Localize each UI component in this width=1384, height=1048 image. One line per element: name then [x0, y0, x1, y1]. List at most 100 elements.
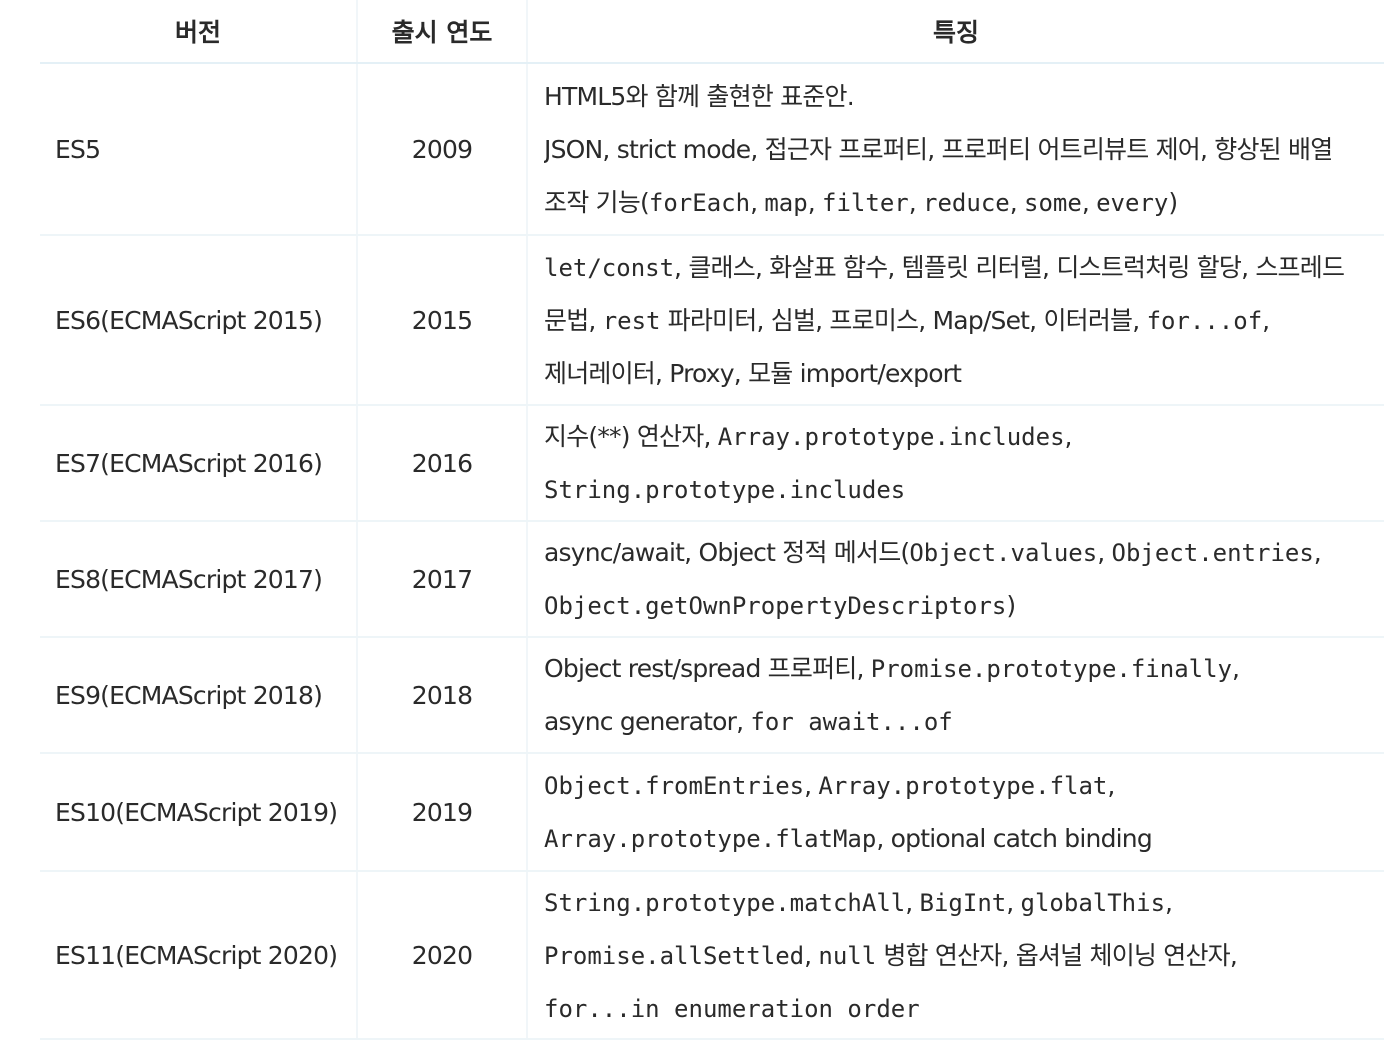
features-line: Array.prototype.flatMap, optional catch … — [544, 812, 1376, 865]
features-line: Object.getOwnPropertyDescriptors) — [544, 579, 1376, 632]
code-text: for await...of — [750, 708, 953, 736]
feature-text: 파라미터, 심벌, 프로미스, Map/Set, 이터러블, — [660, 305, 1147, 335]
code-text: String.prototype.matchAll — [544, 888, 906, 917]
features-cell: 지수(**) 연산자, Array.prototype.includes, Str… — [526, 405, 1384, 522]
feature-text: ) — [1006, 591, 1016, 620]
feature-text: 조작 기능( — [544, 187, 650, 217]
table-row: ES7(ECMAScript 2016) 2016 지수(**) 연산자, Arra… — [40, 405, 1384, 522]
feature-text: , — [1064, 422, 1073, 451]
release-year-cell: 2009 — [356, 63, 527, 236]
code-text: rest — [602, 306, 661, 335]
feature-text: 병합 연산자, 옵셔널 체이닝 연산자, — [876, 940, 1238, 970]
header-features: 특징 — [526, 0, 1384, 64]
table-header: 버전 출시 연도 특징 — [40, 0, 1384, 64]
features-line: for...in enumeration order — [544, 982, 1376, 1035]
release-year-cell: 2020 — [356, 871, 527, 1040]
release-year-cell: 2017 — [356, 521, 527, 638]
features-cell: HTML5와 함께 출현한 표준안. JSON, strict mode, 접근자… — [526, 63, 1384, 236]
features-line: String.prototype.matchAll, BigInt, globa… — [544, 876, 1376, 929]
features-line: 조작 기능(forEach, map, filter, reduce, some… — [544, 176, 1376, 229]
version-cell: ES9(ECMAScript 2018) — [40, 637, 357, 754]
release-year-cell: 2015 — [356, 235, 527, 406]
feature-text: HTML5와 함께 출현한 표준안. — [544, 81, 855, 111]
version-cell: ES6(ECMAScript 2015) — [40, 235, 357, 406]
code-text: filter — [822, 188, 909, 217]
feature-text: , — [1006, 887, 1021, 917]
feature-text: 문법, — [544, 305, 603, 335]
table-row: ES10(ECMAScript 2019) 2019 Object.fromEntr… — [40, 753, 1384, 872]
features-line: String.prototype.includes — [544, 463, 1376, 516]
header-year: 출시 연도 — [356, 0, 527, 64]
feature-text: Object rest/spread 프로퍼티, — [544, 654, 871, 683]
feature-text: , — [1009, 187, 1025, 217]
code-text: map — [764, 188, 808, 217]
code-text: Array.prototype.includes — [717, 423, 1065, 451]
code-text: Promise.prototype.finally — [870, 655, 1232, 683]
table-row: ES9(ECMAScript 2018) 2018 Object rest/spre… — [40, 637, 1384, 754]
header-version: 버전 — [40, 0, 357, 64]
version-cell: ES8(ECMAScript 2017) — [40, 521, 357, 638]
features-line: 제너레이터, Proxy, 모듈 import/export — [544, 347, 1376, 400]
feature-text: JSON, strict mode, 접근자 프로퍼티, 프로퍼티 어트리뷰트 … — [544, 134, 1333, 164]
release-year-cell: 2016 — [356, 405, 527, 522]
version-cell: ES11(ECMAScript 2020) — [40, 871, 357, 1040]
code-text: Array.prototype.flatMap — [544, 825, 877, 853]
es-versions-table: 버전 출시 연도 특징 ES5 2009 HTML5와 함께 출현한 표준안. JSO… — [40, 0, 1384, 1040]
feature-text: , — [908, 187, 924, 217]
features-line: async/await, Object 정적 메서드(Object.values… — [544, 526, 1376, 579]
features-line: Promise.allSettled, null 병합 연산자, 옵셔널 체이닝… — [544, 929, 1376, 982]
table-row: ES11(ECMAScript 2020) 2020 String.prototyp… — [40, 871, 1384, 1040]
features-line: JSON, strict mode, 접근자 프로퍼티, 프로퍼티 어트리뷰트 … — [544, 123, 1376, 176]
features-cell: let/const, 클래스, 화살표 함수, 템플릿 리터럴, 디스트럭처링 … — [526, 235, 1384, 406]
feature-text: , — [905, 887, 920, 917]
feature-text: , — [1081, 187, 1097, 217]
feature-text: 제너레이터, Proxy, 모듈 import/export — [544, 358, 962, 388]
code-text: globalThis — [1020, 888, 1166, 917]
code-text: Object.values — [909, 539, 1098, 567]
features-line: let/const, 클래스, 화살표 함수, 템플릿 리터럴, 디스트럭처링 … — [544, 241, 1376, 294]
version-cell: ES10(ECMAScript 2019) — [40, 753, 357, 872]
feature-text: , — [1097, 538, 1112, 567]
feature-text: , — [750, 187, 765, 217]
release-year-cell: 2019 — [356, 753, 527, 872]
table-row: ES6(ECMAScript 2015) 2015 let/const, 클래스, … — [40, 235, 1384, 406]
features-line: Object.fromEntries, Array.prototype.flat… — [544, 759, 1376, 812]
feature-text: , — [807, 187, 823, 217]
feature-text: , — [1165, 887, 1173, 917]
code-text: Promise.allSettled — [544, 941, 805, 970]
version-cell: ES7(ECMAScript 2016) — [40, 405, 357, 522]
features-line: 지수(**) 연산자, Array.prototype.includes, — [544, 410, 1376, 463]
features-line: Object rest/spread 프로퍼티, Promise.prototy… — [544, 642, 1376, 695]
code-text: forEach — [648, 188, 751, 217]
code-text: Object.getOwnPropertyDescriptors — [544, 592, 1007, 620]
features-cell: Object.fromEntries, Array.prototype.flat… — [526, 753, 1384, 872]
feature-text: , optional catch binding — [876, 824, 1152, 853]
feature-text: , — [1313, 538, 1322, 567]
code-text: BigInt — [919, 888, 1007, 917]
feature-text: 지수(**) 연산자, — [544, 422, 718, 451]
code-text: for...of — [1146, 306, 1263, 335]
table-row: ES5 2009 HTML5와 함께 출현한 표준안. JSON, strict mo… — [40, 63, 1384, 236]
features-line: 문법, rest 파라미터, 심벌, 프로미스, Map/Set, 이터러블, … — [544, 294, 1376, 347]
features-line: HTML5와 함께 출현한 표준안. — [544, 70, 1376, 123]
code-text: Object.entries — [1111, 539, 1314, 567]
table-row: ES8(ECMAScript 2017) 2017 async/await, Obj… — [40, 521, 1384, 638]
table-body: ES5 2009 HTML5와 함께 출현한 표준안. JSON, strict mo… — [40, 63, 1384, 1040]
feature-text: , — [1107, 771, 1115, 800]
feature-text: , — [804, 940, 819, 970]
release-year-cell: 2018 — [356, 637, 527, 754]
feature-text: , — [1262, 305, 1270, 335]
features-cell: String.prototype.matchAll, BigInt, globa… — [526, 871, 1384, 1040]
code-text: for...in enumeration order — [544, 994, 920, 1023]
header-row: 버전 출시 연도 특징 — [40, 0, 1384, 64]
code-text: some — [1024, 188, 1082, 217]
features-cell: async/await, Object 정적 메서드(Object.values… — [526, 521, 1384, 638]
features-line: async generator, for await...of — [544, 695, 1376, 748]
code-text: null — [818, 941, 877, 970]
feature-text: , 클래스, 화살표 함수, 템플릿 리터럴, 디스트럭처링 할당, 스프레드 — [674, 252, 1345, 282]
code-text: Object.fromEntries — [544, 772, 805, 800]
code-text: every — [1096, 188, 1169, 217]
code-text: reduce — [923, 188, 1010, 217]
version-cell: ES5 — [40, 63, 357, 236]
code-text: let/const — [544, 253, 675, 282]
